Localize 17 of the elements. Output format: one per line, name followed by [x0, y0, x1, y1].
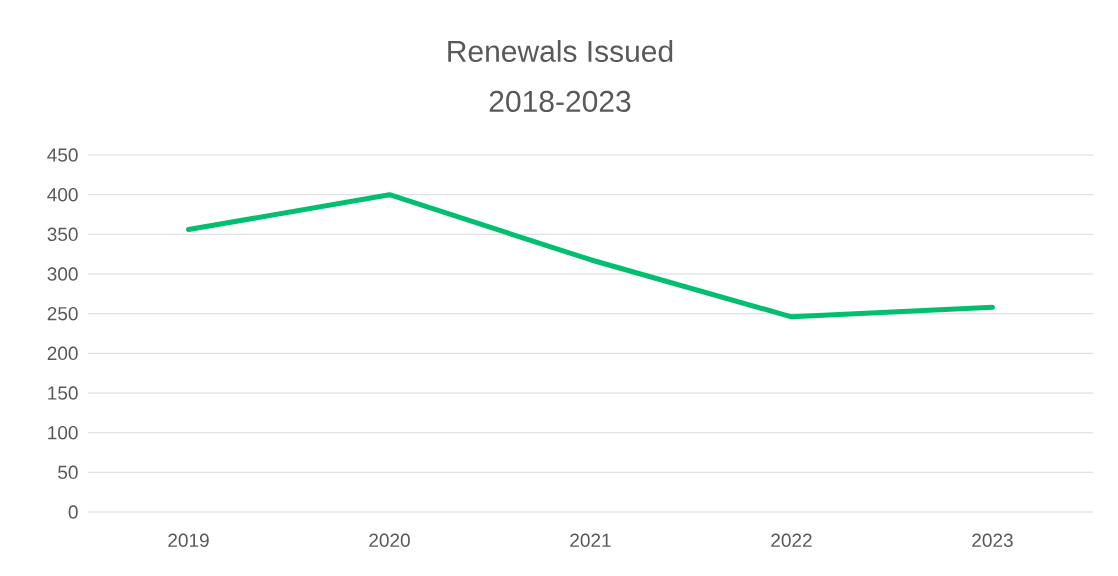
x-tick-label: 2023 [972, 533, 1013, 547]
y-tick-label: 400 [47, 187, 78, 202]
y-tick-label: 150 [48, 386, 78, 400]
x-tick-label: 2022 [771, 533, 812, 547]
y-tick-label: 100 [48, 425, 78, 440]
x-tick-label: 2021 [570, 533, 611, 547]
x-tick-label: 2019 [168, 533, 209, 547]
y-tick-label: 50 [58, 465, 78, 480]
x-tick-label: 2020 [369, 533, 410, 547]
chart-subtitle: 2018-2023 [489, 90, 631, 113]
y-tick-label: 300 [47, 267, 78, 281]
chart-title: Renewals Issued [448, 39, 673, 63]
y-tick-label: 250 [47, 306, 78, 321]
y-tick-label: 450 [47, 148, 78, 162]
y-tick-label: 350 [47, 227, 78, 242]
y-tick-label: 200 [47, 346, 78, 361]
y-tick-label: 0 [68, 505, 78, 519]
